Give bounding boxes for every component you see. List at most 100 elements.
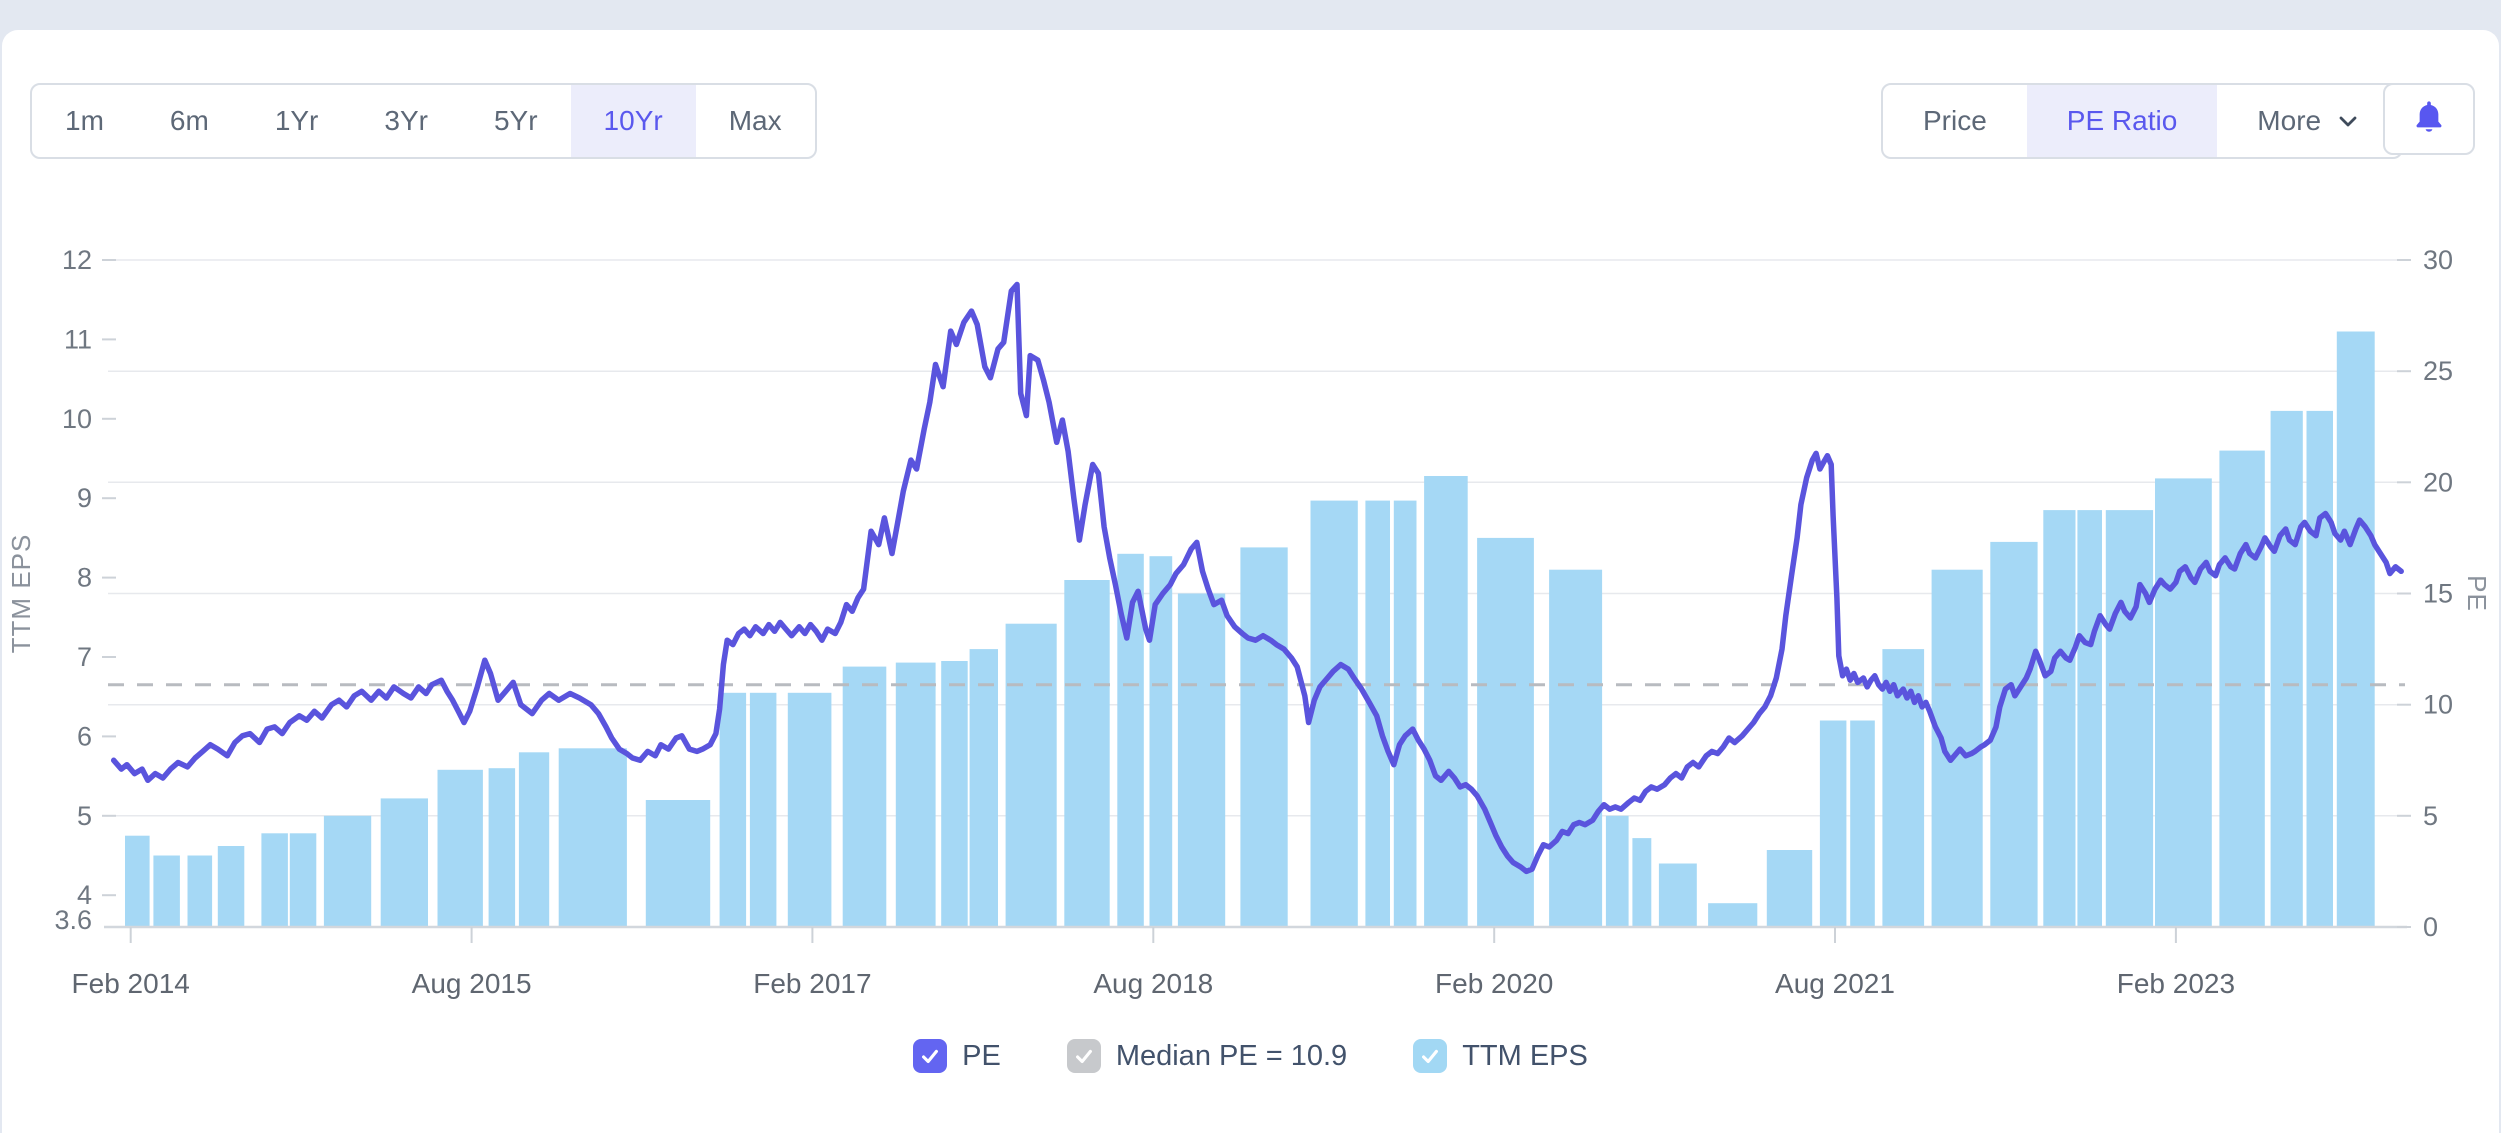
- eps-bar[interactable]: [380, 798, 428, 927]
- legend-item-pe[interactable]: PE: [913, 1039, 1001, 1073]
- eps-bar[interactable]: [2270, 410, 2303, 927]
- range-button-6m[interactable]: 6m: [137, 85, 242, 157]
- eps-bar[interactable]: [969, 649, 998, 927]
- left-axis-title: TTM EPS: [6, 534, 36, 654]
- view-button-pe-ratio[interactable]: PE Ratio: [2026, 85, 2218, 157]
- view-button-price[interactable]: Price: [1883, 85, 2027, 157]
- eps-bar[interactable]: [1605, 815, 1629, 927]
- left-axis-label: 9: [77, 483, 92, 513]
- eps-bar[interactable]: [1766, 850, 1813, 927]
- eps-bar[interactable]: [2077, 510, 2102, 927]
- eps-bar[interactable]: [941, 661, 968, 927]
- time-range-selector: 1m 6m 1Yr 3Yr 5Yr 10Yr Max: [30, 83, 817, 159]
- eps-bar[interactable]: [2336, 331, 2375, 928]
- eps-bar[interactable]: [719, 692, 747, 927]
- eps-bar[interactable]: [261, 833, 288, 927]
- eps-bar[interactable]: [1819, 720, 1847, 928]
- eps-bar[interactable]: [1477, 537, 1534, 927]
- eps-bar[interactable]: [787, 692, 832, 927]
- eps-bar[interactable]: [1064, 580, 1110, 927]
- eps-bar[interactable]: [2306, 410, 2334, 927]
- eps-bar[interactable]: [153, 855, 180, 928]
- eps-bar[interactable]: [1149, 556, 1173, 927]
- browser-chrome-strip: [0, 0, 2501, 31]
- check-icon: [1075, 1049, 1092, 1064]
- eps-bar[interactable]: [645, 800, 711, 927]
- right-axis-title: PE: [2462, 575, 2492, 612]
- x-axis-label: Feb 2023: [2117, 968, 2235, 999]
- left-axis-label: 4: [77, 880, 92, 910]
- right-axis-label: 20: [2423, 467, 2453, 497]
- left-axis-label: 8: [77, 563, 92, 593]
- range-button-3yr[interactable]: 3Yr: [351, 85, 461, 157]
- eps-bar[interactable]: [1658, 863, 1697, 928]
- eps-bar[interactable]: [1708, 903, 1758, 927]
- check-icon: [1422, 1049, 1439, 1064]
- eps-bar[interactable]: [842, 666, 887, 927]
- right-axis-label: 30: [2423, 245, 2453, 275]
- chart-legend: PE Median PE = 10.9 TTM EPS: [0, 1039, 2501, 1073]
- x-axis-label: Aug 2018: [1093, 968, 1213, 999]
- range-button-5yr[interactable]: 5Yr: [461, 85, 571, 157]
- eps-bar[interactable]: [289, 833, 317, 927]
- view-button-more[interactable]: More: [2217, 85, 2401, 157]
- eps-bar[interactable]: [1632, 838, 1652, 927]
- eps-bar[interactable]: [1005, 623, 1057, 927]
- range-button-1yr[interactable]: 1Yr: [242, 85, 352, 157]
- right-axis-label: 0: [2423, 912, 2438, 942]
- eps-bar[interactable]: [125, 835, 150, 927]
- eps-bar[interactable]: [895, 662, 936, 927]
- eps-bar[interactable]: [1177, 593, 1226, 928]
- x-axis-label: Feb 2017: [753, 968, 871, 999]
- left-axis-label: 6: [77, 721, 92, 751]
- eps-bar[interactable]: [1990, 541, 2038, 927]
- eps-bar[interactable]: [1850, 720, 1875, 928]
- left-axis-label: 3.6: [54, 905, 92, 935]
- eps-bar[interactable]: [1424, 476, 1468, 927]
- eps-bar[interactable]: [1549, 569, 1603, 927]
- right-axis-label: 15: [2423, 579, 2453, 609]
- legend-label-ttm-eps: TTM EPS: [1462, 1039, 1588, 1072]
- eps-bar[interactable]: [437, 769, 483, 927]
- metric-selector: Price PE Ratio More: [1881, 83, 2404, 159]
- left-axis-label: 12: [62, 245, 92, 275]
- check-icon: [922, 1049, 939, 1064]
- eps-bar[interactable]: [2105, 510, 2154, 927]
- eps-bar[interactable]: [518, 752, 550, 927]
- right-axis-label: 25: [2423, 356, 2453, 386]
- eps-bar[interactable]: [1310, 500, 1358, 927]
- eps-bar[interactable]: [217, 846, 245, 927]
- eps-bar[interactable]: [488, 768, 516, 927]
- eps-bar[interactable]: [749, 692, 777, 927]
- ttm-eps-checkbox[interactable]: [1413, 1039, 1448, 1073]
- x-axis-label: Aug 2015: [412, 968, 532, 999]
- eps-bar[interactable]: [323, 815, 372, 927]
- range-button-10yr[interactable]: 10Yr: [570, 85, 696, 157]
- left-axis-label: 5: [77, 801, 92, 831]
- range-button-max[interactable]: Max: [696, 85, 815, 157]
- eps-bar[interactable]: [1240, 547, 1288, 927]
- x-axis-label: Feb 2020: [1435, 968, 1553, 999]
- chevron-down-icon: [2335, 108, 2361, 134]
- eps-bar[interactable]: [187, 855, 213, 928]
- legend-label-median-pe: Median PE = 10.9: [1115, 1039, 1348, 1072]
- pe-line: [110, 281, 2404, 875]
- pe-checkbox[interactable]: [913, 1039, 948, 1073]
- eps-bar[interactable]: [2219, 450, 2265, 927]
- x-axis-label: Feb 2014: [72, 968, 190, 999]
- alert-bell-button[interactable]: [2383, 83, 2475, 155]
- median-pe-checkbox[interactable]: [1066, 1039, 1101, 1073]
- legend-item-median-pe[interactable]: Median PE = 10.9: [1066, 1039, 1348, 1073]
- eps-bar[interactable]: [558, 748, 627, 927]
- eps-bar[interactable]: [1393, 500, 1417, 927]
- x-axis-label: Aug 2021: [1775, 968, 1895, 999]
- bell-icon: [2407, 97, 2451, 141]
- left-axis-label: 11: [64, 324, 92, 354]
- eps-bar[interactable]: [2155, 478, 2212, 927]
- eps-bar[interactable]: [2043, 510, 2076, 927]
- range-button-1m[interactable]: 1m: [32, 85, 137, 157]
- right-axis-label: 5: [2423, 801, 2438, 831]
- more-label: More: [2257, 105, 2322, 136]
- legend-item-ttm-eps[interactable]: TTM EPS: [1413, 1039, 1588, 1073]
